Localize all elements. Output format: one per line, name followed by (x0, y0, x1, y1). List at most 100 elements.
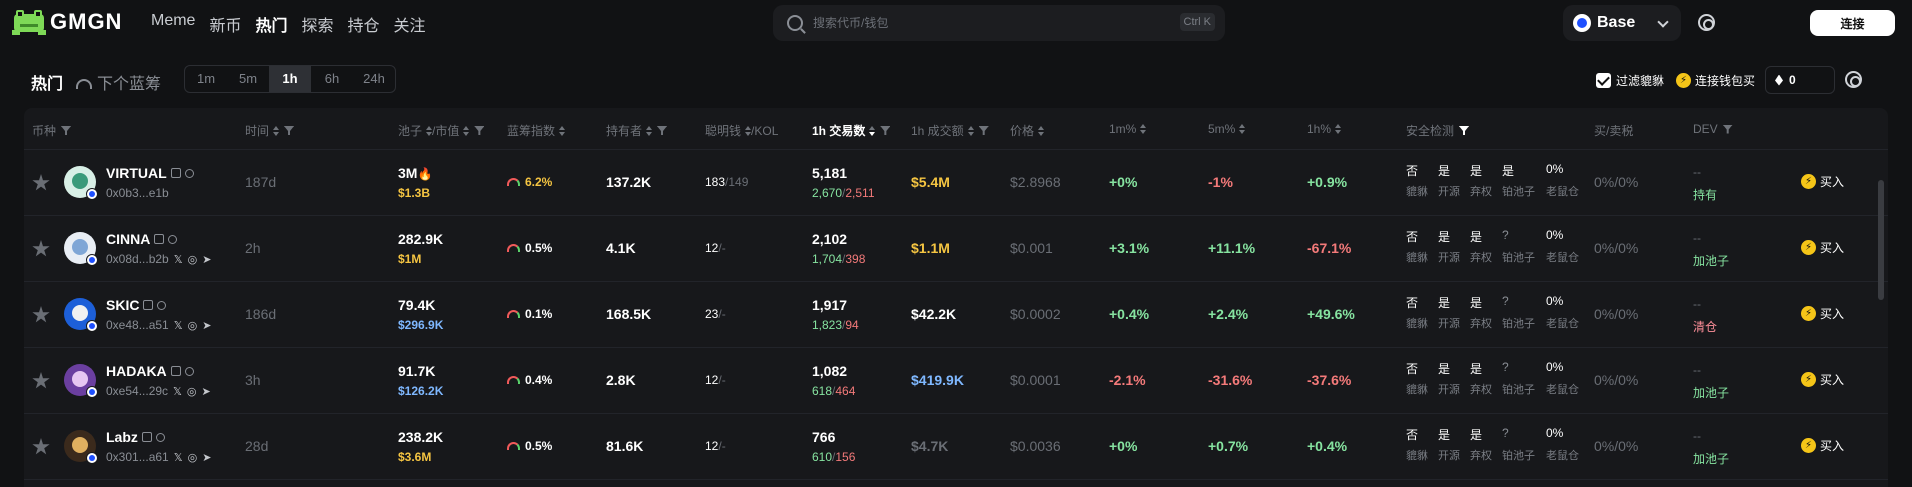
wallet-buy-button[interactable]: ⚡ 连接钱包买 (1676, 72, 1755, 89)
security-check[interactable]: 否 是 是? 0% 貔貅 开源 弃权 铂池子 老鼠仓 (1406, 360, 1590, 397)
website-icon[interactable]: ◎ (186, 385, 197, 398)
buy-button[interactable]: ⚡ 买入 (1801, 305, 1844, 322)
timeframe-tab[interactable]: 1h (269, 66, 311, 92)
telegram-icon[interactable]: ➤ (202, 253, 212, 266)
website-icon[interactable]: ◎ (187, 319, 198, 332)
timeframe-tab[interactable]: 6h (324, 71, 340, 86)
buy-amount-input[interactable] (1789, 73, 1829, 87)
telegram-icon[interactable]: ➤ (201, 385, 211, 398)
security-check[interactable]: 否 是 是 是 0% 貔貅 开源 弃权 铂池子 老鼠仓 (1406, 162, 1590, 199)
x-twitter-icon[interactable]: 𝕏 (173, 451, 183, 464)
token-address[interactable]: 0xe48...a51 𝕏 ◎ ➤ (106, 318, 211, 332)
website-icon[interactable]: ◎ (187, 451, 198, 464)
copy-icon[interactable] (154, 234, 165, 244)
price-value: $0.0001 (1010, 372, 1061, 388)
timeframe-tab[interactable]: 24h (363, 71, 385, 86)
smart-money-count: 12 (705, 241, 719, 255)
favorite-star-icon[interactable] (32, 438, 50, 455)
eth-icon (1775, 74, 1783, 86)
website-icon[interactable]: ◎ (187, 253, 198, 266)
copy-icon[interactable] (143, 300, 154, 310)
security-check[interactable]: 否 是 是? 0% 貔貅 开源 弃权 铂池子 老鼠仓 (1406, 294, 1590, 331)
bluechip-tab[interactable]: 下个蓝筹 (76, 70, 161, 94)
token-address[interactable]: 0x0b3...e1b (106, 186, 169, 200)
nav-item[interactable]: 热门 (255, 18, 288, 35)
nav-item[interactable]: 探索 (301, 18, 334, 35)
col-holders[interactable]: 持有者 (606, 122, 668, 139)
nav-item[interactable]: 持仓 (347, 18, 380, 35)
token-address[interactable]: 0xe54...29c 𝕏 ◎ ➤ (106, 384, 211, 398)
token-name[interactable]: VIRTUAL (106, 165, 194, 181)
timeframe-tab[interactable]: 5m (238, 71, 258, 86)
token-name[interactable]: Labz (106, 429, 165, 445)
smart-kol: 12/- (705, 439, 726, 453)
x-twitter-icon[interactable]: 𝕏 (173, 385, 182, 398)
col-5m[interactable]: 5m% (1208, 122, 1246, 136)
col-txns[interactable]: 1h 交易数 (812, 122, 891, 139)
col-security[interactable]: 安全检测 (1406, 122, 1470, 139)
checkbox-checked-icon[interactable] (1596, 73, 1611, 88)
favorite-star-icon[interactable] (32, 174, 50, 191)
buy-button[interactable]: ⚡ 买入 (1801, 173, 1844, 190)
security-check[interactable]: 否 是 是? 0% 貔貅 开源 弃权 铂池子 老鼠仓 (1406, 228, 1590, 265)
telegram-icon[interactable]: ➤ (202, 319, 212, 332)
telegram-icon[interactable]: ➤ (202, 451, 212, 464)
col-coin[interactable]: 币种 (32, 122, 72, 139)
copy-icon[interactable] (170, 168, 181, 178)
nav-item[interactable]: Meme (151, 12, 196, 29)
token-name[interactable]: SKIC (106, 297, 167, 313)
favorite-star-icon[interactable] (32, 240, 50, 257)
col-1h[interactable]: 1h% (1307, 122, 1342, 136)
smart-kol: 12/- (705, 241, 726, 255)
filter-icon (1722, 124, 1733, 134)
col-bluechip[interactable]: 蓝筹指数 (507, 122, 566, 139)
table-row[interactable]: VIRTUAL 0x0b3...e1b 187d 3M🔥 $1.3B 6.2% 137.2K… (24, 150, 1888, 216)
buy-button[interactable]: ⚡ 买入 (1801, 239, 1844, 256)
search-icon[interactable] (155, 432, 165, 442)
buy-amount-box[interactable] (1765, 66, 1835, 94)
col-1m[interactable]: 1m% (1109, 122, 1147, 136)
col-price[interactable]: 价格 (1010, 122, 1045, 139)
col-volume[interactable]: 1h 成交额 (911, 122, 989, 139)
token-name[interactable]: CINNA (106, 231, 178, 247)
buy-button[interactable]: ⚡ 买入 (1801, 371, 1844, 388)
security-label: 老鼠仓 (1546, 186, 1579, 198)
token-name[interactable]: HADAKA (106, 363, 194, 379)
col-time[interactable]: 时间 (245, 122, 295, 139)
col-smart-kol[interactable]: 聪明钱/KOL (705, 123, 779, 139)
table-row[interactable]: HADAKA 0xe54...29c 𝕏 ◎ ➤ 3h 91.7K $126.2K 0.4% 2.… (24, 348, 1888, 414)
security-check[interactable]: 否 是 是? 0% 貔貅 开源 弃权 铂池子 老鼠仓 (1406, 426, 1590, 463)
col-dev[interactable]: DEV (1693, 122, 1733, 136)
nav-item[interactable]: 关注 (393, 18, 426, 35)
filter-honeypot-toggle[interactable]: 过滤貔貅 (1596, 72, 1664, 89)
table-row[interactable]: Labz 0x301...a61 𝕏 ◎ ➤ 28d 238.2K $3.6M 0.5% 81.6… (24, 414, 1888, 480)
search-icon[interactable] (184, 168, 194, 178)
search-bar[interactable]: Ctrl K (773, 5, 1225, 41)
copy-icon[interactable] (170, 366, 181, 376)
col-pool[interactable]: 池子/市值 (398, 122, 485, 139)
x-twitter-icon[interactable]: 𝕏 (173, 319, 183, 332)
buy-settings-gear-icon[interactable] (1845, 71, 1862, 88)
table-row[interactable]: SKIC 0xe48...a51 𝕏 ◎ ➤ 186d 79.4K $296.9K 0.1% 16… (24, 282, 1888, 348)
search-input[interactable] (813, 13, 1143, 33)
favorite-star-icon[interactable] (32, 306, 50, 323)
timeframe-tab[interactable]: 1m (196, 71, 216, 86)
settings-gear-icon[interactable] (1698, 14, 1715, 31)
scrollbar-thumb[interactable] (1878, 180, 1884, 300)
nav-item[interactable]: 新币 (209, 18, 242, 35)
logo[interactable]: GMGN (12, 8, 122, 36)
search-icon[interactable] (168, 234, 178, 244)
search-icon[interactable] (157, 300, 167, 310)
favorite-star-icon[interactable] (32, 372, 50, 389)
table-row[interactable]: CINNA 0x08d...b2b 𝕏 ◎ ➤ 2h 282.9K $1M 0.5% 4.1K 12… (24, 216, 1888, 282)
x-twitter-icon[interactable]: 𝕏 (173, 253, 183, 266)
sell-count: 398 (845, 252, 866, 266)
copy-icon[interactable] (141, 432, 152, 442)
buy-button[interactable]: ⚡ 买入 (1801, 437, 1844, 454)
token-address[interactable]: 0x08d...b2b 𝕏 ◎ ➤ (106, 252, 211, 266)
chain-selector[interactable]: Base (1563, 5, 1681, 41)
search-icon[interactable] (184, 366, 194, 376)
scrollbar[interactable] (1878, 150, 1884, 487)
token-address[interactable]: 0x301...a61 𝕏 ◎ ➤ (106, 450, 211, 464)
connect-button[interactable]: 连接 (1810, 10, 1895, 36)
